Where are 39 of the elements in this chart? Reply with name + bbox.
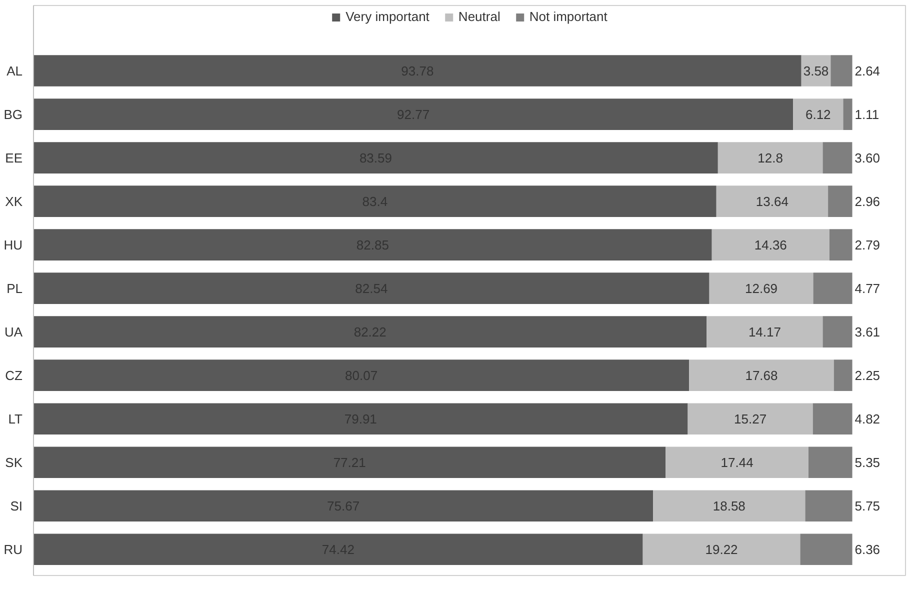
- data-label: 17.68: [745, 368, 778, 383]
- legend-label: Neutral: [458, 9, 500, 24]
- data-label: 3.58: [803, 63, 829, 78]
- data-label: 14.36: [754, 237, 787, 252]
- data-label: 14.17: [748, 324, 781, 340]
- data-label: 19.22: [705, 542, 738, 557]
- legend-label: Very important: [346, 9, 430, 24]
- data-label: 6.12: [805, 106, 831, 122]
- data-label: 3.61: [854, 324, 880, 340]
- data-label: 12.8: [758, 150, 783, 166]
- y-tick-label: XK: [5, 194, 23, 209]
- y-tick-label: AL: [6, 63, 23, 78]
- y-tick-label: SK: [5, 454, 23, 470]
- y-tick-label: BG: [4, 106, 23, 122]
- data-label: 2.64: [854, 63, 880, 78]
- y-tick-label: SI: [10, 498, 23, 514]
- y-tick-label: PL: [6, 280, 23, 296]
- data-label: 2.79: [854, 237, 880, 252]
- y-tick-label: EE: [5, 150, 23, 166]
- data-label: 5.35: [854, 454, 880, 470]
- y-tick-label: LT: [8, 411, 23, 426]
- data-label: 3.60: [854, 150, 880, 166]
- data-label: 2.25: [854, 368, 880, 383]
- legend-label: Not important: [529, 9, 608, 24]
- y-tick-label: CZ: [5, 368, 23, 383]
- y-tick-label: UA: [4, 324, 23, 340]
- data-label: 5.75: [854, 498, 880, 514]
- data-label: 1.11: [854, 106, 880, 122]
- data-label: 13.64: [756, 194, 788, 209]
- data-label: 2.96: [854, 194, 880, 209]
- data-label: 15.27: [734, 411, 767, 426]
- y-tick-label: HU: [4, 237, 23, 252]
- data-label: 4.82: [854, 411, 880, 426]
- data-label: 17.44: [720, 454, 754, 470]
- y-tick-label: RU: [4, 542, 23, 557]
- data-label: 12.69: [745, 280, 778, 296]
- data-label: 4.77: [854, 280, 880, 296]
- data-label: 18.58: [712, 498, 746, 514]
- data-label: 6.36: [854, 542, 880, 557]
